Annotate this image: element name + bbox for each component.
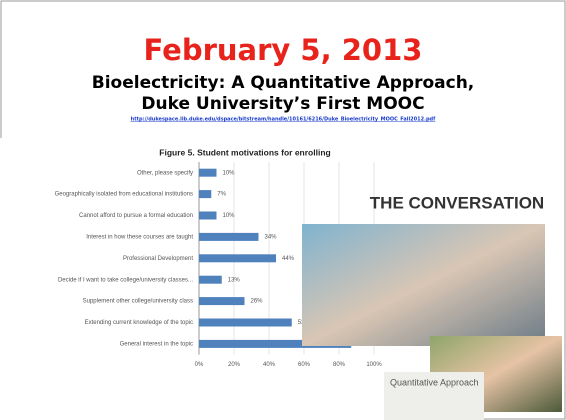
- value-label: 26%: [251, 299, 264, 305]
- x-tick-label: 80%: [333, 362, 346, 368]
- bar: [199, 339, 352, 348]
- bar: [199, 190, 212, 199]
- course-title: Quantitative Approach: [390, 377, 479, 387]
- category-label: Cannot afford to pursue a formal educati…: [79, 213, 193, 219]
- bar: [199, 168, 217, 177]
- subtitle: Bioelectricity: A Quantitative Approach,: [92, 73, 475, 93]
- subtitle: Duke University’s First MOOC: [141, 94, 424, 114]
- logo: THE CONVERSATION: [370, 193, 544, 212]
- value-label: 10%: [223, 170, 236, 176]
- value-label: 10%: [223, 213, 236, 219]
- chart: 0% 20% 40% 60% 80% 100% Other, please specify 1…: [55, 162, 382, 368]
- photo: [302, 224, 545, 346]
- category-label: Interest in how these courses are taught: [86, 234, 193, 240]
- bar: [199, 297, 245, 306]
- category-label: Extending current knowledge of the topic: [85, 320, 193, 326]
- bar: [199, 318, 292, 327]
- course-panel: [384, 372, 484, 420]
- category-label: Professional Development: [123, 256, 193, 262]
- value-label: 34%: [265, 234, 278, 240]
- bar: [199, 254, 276, 263]
- slide-title: February 5, 2013: [144, 33, 423, 67]
- category-label: Geographically isolated from educational…: [55, 192, 193, 198]
- category-label: Other, please specify: [137, 170, 193, 176]
- x-tick-label: 60%: [298, 362, 311, 368]
- x-tick-label: 20%: [228, 362, 241, 368]
- x-tick-label: 100%: [366, 362, 382, 368]
- category-label: General interest in the topic: [120, 341, 193, 347]
- x-tick-label: 40%: [263, 362, 276, 368]
- bar: [199, 211, 217, 220]
- link[interactable]: http://dukespace.lib.duke.edu/dspace/bit…: [131, 117, 436, 123]
- value-label: 13%: [228, 277, 241, 283]
- value-label: 44%: [282, 256, 295, 262]
- category-label: Supplement other college/university clas…: [83, 299, 193, 305]
- bar: [199, 275, 222, 284]
- value-label: 7%: [217, 192, 226, 198]
- bar: [199, 232, 259, 241]
- category-label: Decide if I want to take college/univers…: [58, 277, 193, 283]
- x-tick-label: 0%: [195, 362, 204, 368]
- chart-title: Figure 5. Student motivations for enroll…: [159, 147, 330, 157]
